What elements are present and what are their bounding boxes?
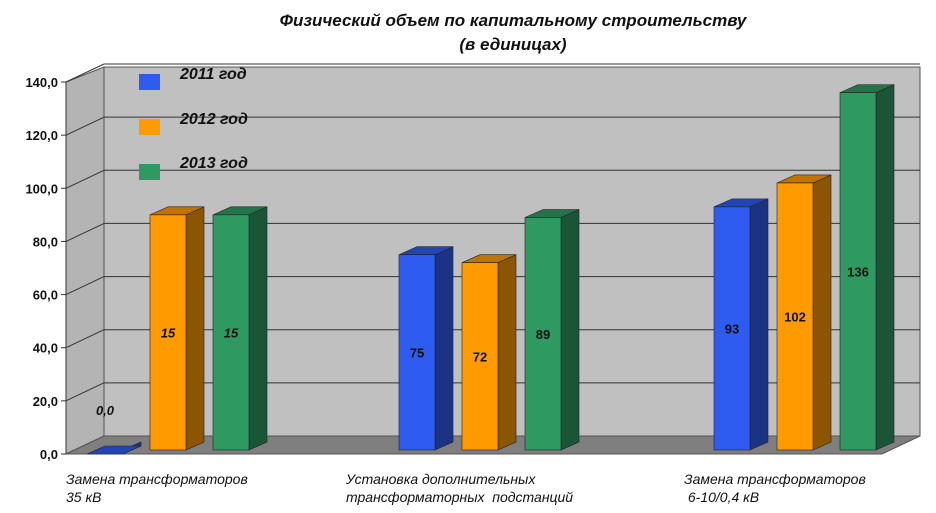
legend-label-2012: 2012 год <box>179 111 248 128</box>
category-label-1-line-1: Замена трансформаторов <box>66 471 248 487</box>
legend-label-2013: 2013 год <box>179 155 248 172</box>
bar-side <box>434 246 454 451</box>
data-label: 72 <box>473 349 487 364</box>
bar-front <box>149 214 187 451</box>
side-wall <box>65 66 105 455</box>
y-tick-label: 40,0 <box>33 341 58 356</box>
legend: 2011 год 2012 год 2013 год <box>139 66 248 180</box>
bar-3-1 <box>212 206 268 451</box>
legend-swatch-2011 <box>139 74 160 90</box>
bar-side <box>497 254 517 451</box>
category-label-3-line-1: Замена трансформаторов <box>684 471 866 487</box>
gridline-side <box>65 329 105 349</box>
legend-label-2011: 2011 год <box>179 66 247 83</box>
y-tick-label: 120,0 <box>25 128 58 143</box>
bar-1-1 <box>86 441 142 455</box>
bar-front <box>839 92 877 451</box>
y-tick-label: 100,0 <box>25 181 58 196</box>
category-label-1-line-2: 35 кВ <box>66 489 101 505</box>
bar-side <box>248 206 268 451</box>
bar-side <box>875 84 895 451</box>
bar-2-3 <box>776 174 832 451</box>
y-axis-ticks: 0,0 20,0 40,0 60,0 80,0 100,0 120,0 140,0 <box>25 75 66 462</box>
y-tick-label: 140,0 <box>25 75 58 90</box>
data-label: 89 <box>536 327 550 342</box>
bar-1-3 <box>713 198 769 451</box>
category-label-2-line-2: трансформаторных подстанций <box>346 489 573 505</box>
data-label: 102 <box>784 309 806 324</box>
bar-side <box>812 174 832 451</box>
category-label-2-line-1: Установка дополнительных <box>345 471 536 487</box>
legend-swatch-2013 <box>139 164 160 180</box>
chart-subtitle: (в единицах) <box>459 35 567 54</box>
bar-1-2 <box>398 246 454 451</box>
gridline-side <box>65 169 105 189</box>
data-label: 15 <box>224 325 239 340</box>
bar-side <box>185 206 205 451</box>
bars <box>86 84 895 455</box>
data-label: 75 <box>410 345 424 360</box>
bar-front <box>212 214 250 451</box>
bar-front <box>713 206 751 451</box>
y-tick-label: 20,0 <box>33 394 58 409</box>
bar-side <box>560 209 580 451</box>
legend-swatch-2012 <box>139 119 160 135</box>
gridline-side <box>65 382 105 402</box>
chart-title: Физический объем по капитальному строите… <box>280 11 748 30</box>
bar-2-2 <box>461 254 517 451</box>
data-label: 0,0 <box>96 403 115 418</box>
gridline-side <box>65 63 105 83</box>
bar-front <box>776 182 814 451</box>
bar-2-1 <box>149 206 205 451</box>
bar-3-2 <box>524 209 580 451</box>
data-label: 136 <box>847 264 869 279</box>
bar-side <box>749 198 769 451</box>
category-labels: Замена трансформаторов 35 кВ Установка д… <box>66 471 866 505</box>
category-label-3-line-2: 6-10/0,4 кВ <box>684 489 759 505</box>
data-label: 93 <box>725 321 739 336</box>
bar-front <box>461 262 499 451</box>
y-tick-label: 0,0 <box>40 447 58 462</box>
bar-3-3 <box>839 84 895 451</box>
data-labels: 0,0 75 93 15 72 102 15 89 136 <box>96 264 869 418</box>
data-label: 15 <box>161 325 176 340</box>
bar-front <box>398 254 436 451</box>
bar-front <box>524 217 562 451</box>
y-tick-label: 60,0 <box>33 288 58 303</box>
bar-top <box>86 445 142 455</box>
gridline-side <box>65 116 105 136</box>
gridline-side <box>65 276 105 296</box>
y-tick-label: 80,0 <box>33 234 58 249</box>
gridline-side <box>65 222 105 242</box>
